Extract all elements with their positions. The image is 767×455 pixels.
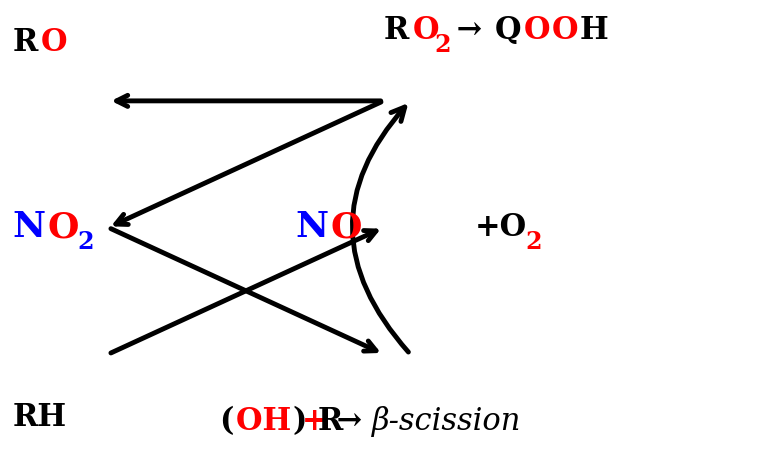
Text: O: O: [48, 211, 78, 244]
Text: 2: 2: [77, 230, 94, 254]
Text: +O: +O: [476, 212, 528, 243]
Text: O: O: [413, 15, 439, 46]
Text: R: R: [384, 15, 409, 46]
Text: O: O: [330, 211, 361, 244]
Text: β-scission: β-scission: [372, 406, 522, 437]
Text: R: R: [13, 26, 38, 58]
Text: 2: 2: [525, 230, 542, 254]
Text: H: H: [580, 15, 609, 46]
Text: O: O: [551, 15, 578, 46]
Text: RH: RH: [13, 402, 67, 433]
Text: 2: 2: [435, 33, 451, 57]
Text: (: (: [219, 406, 234, 437]
Text: N: N: [295, 211, 329, 244]
Text: Q: Q: [494, 15, 521, 46]
Text: O: O: [523, 15, 550, 46]
Text: N: N: [13, 211, 46, 244]
Text: O: O: [41, 26, 67, 58]
Text: ) R: ) R: [292, 406, 343, 437]
Text: OH +: OH +: [236, 406, 328, 437]
Text: →: →: [446, 15, 493, 46]
Text: →: →: [326, 406, 373, 437]
